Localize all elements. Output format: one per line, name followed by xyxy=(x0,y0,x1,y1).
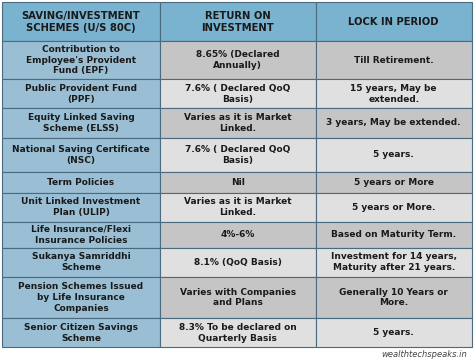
FancyBboxPatch shape xyxy=(160,2,316,42)
Text: 5 years.: 5 years. xyxy=(374,328,414,337)
Text: National Saving Certificate
(NSC): National Saving Certificate (NSC) xyxy=(12,145,150,165)
FancyBboxPatch shape xyxy=(2,108,160,138)
Text: Varies as it is Market
Linked.: Varies as it is Market Linked. xyxy=(184,113,292,133)
FancyBboxPatch shape xyxy=(316,138,472,172)
Text: 4%-6%: 4%-6% xyxy=(220,230,255,239)
Text: 7.6% ( Declared QoQ
Basis): 7.6% ( Declared QoQ Basis) xyxy=(185,145,291,165)
FancyBboxPatch shape xyxy=(160,222,316,248)
FancyBboxPatch shape xyxy=(316,79,472,108)
Text: wealthtechspeaks.in: wealthtechspeaks.in xyxy=(381,350,467,359)
FancyBboxPatch shape xyxy=(160,318,316,347)
FancyBboxPatch shape xyxy=(160,42,316,79)
FancyBboxPatch shape xyxy=(2,277,160,318)
Text: 5 years or More.: 5 years or More. xyxy=(352,203,436,212)
Text: Pension Schemes Issued
by Life Insurance
Companies: Pension Schemes Issued by Life Insurance… xyxy=(18,282,144,313)
Text: Varies with Companies
and Plans: Varies with Companies and Plans xyxy=(180,288,296,307)
FancyBboxPatch shape xyxy=(316,42,472,79)
FancyBboxPatch shape xyxy=(160,79,316,108)
Text: Senior Citizen Savings
Scheme: Senior Citizen Savings Scheme xyxy=(24,323,138,343)
Text: 5 years or More: 5 years or More xyxy=(354,178,434,187)
Text: Contribution to
Employee's Provident
Fund (EPF): Contribution to Employee's Provident Fun… xyxy=(26,45,136,75)
FancyBboxPatch shape xyxy=(160,192,316,222)
Text: 15 years, May be
extended.: 15 years, May be extended. xyxy=(350,84,437,104)
Text: SAVING/INVESTMENT
SCHEMES (U/S 80C): SAVING/INVESTMENT SCHEMES (U/S 80C) xyxy=(22,10,140,32)
FancyBboxPatch shape xyxy=(160,138,316,172)
Text: Varies as it is Market
Linked.: Varies as it is Market Linked. xyxy=(184,197,292,217)
Text: 3 years, May be extended.: 3 years, May be extended. xyxy=(327,118,461,127)
Text: 8.65% (Declared
Annually): 8.65% (Declared Annually) xyxy=(196,51,280,70)
Text: Public Provident Fund
(PPF): Public Provident Fund (PPF) xyxy=(25,84,137,104)
FancyBboxPatch shape xyxy=(160,277,316,318)
FancyBboxPatch shape xyxy=(316,222,472,248)
Text: Life Insurance/Flexi
Insurance Policies: Life Insurance/Flexi Insurance Policies xyxy=(31,225,131,244)
Text: RETURN ON
INVESTMENT: RETURN ON INVESTMENT xyxy=(201,10,274,32)
Text: Till Retirement.: Till Retirement. xyxy=(354,56,434,65)
FancyBboxPatch shape xyxy=(316,277,472,318)
FancyBboxPatch shape xyxy=(160,108,316,138)
FancyBboxPatch shape xyxy=(2,172,160,192)
FancyBboxPatch shape xyxy=(2,79,160,108)
Text: Nil: Nil xyxy=(231,178,245,187)
Text: Equity Linked Saving
Scheme (ELSS): Equity Linked Saving Scheme (ELSS) xyxy=(27,113,134,133)
FancyBboxPatch shape xyxy=(316,192,472,222)
Text: Based on Maturity Term.: Based on Maturity Term. xyxy=(331,230,456,239)
Text: Term Policies: Term Policies xyxy=(47,178,115,187)
Text: Sukanya Samriddhi
Scheme: Sukanya Samriddhi Scheme xyxy=(32,252,130,272)
Text: 5 years.: 5 years. xyxy=(374,150,414,159)
FancyBboxPatch shape xyxy=(316,2,472,42)
FancyBboxPatch shape xyxy=(316,108,472,138)
Text: Investment for 14 years,
Maturity after 21 years.: Investment for 14 years, Maturity after … xyxy=(331,252,457,272)
Text: 8.3% To be declared on
Quarterly Basis: 8.3% To be declared on Quarterly Basis xyxy=(179,323,297,343)
FancyBboxPatch shape xyxy=(2,222,160,248)
Text: 8.1% (QoQ Basis): 8.1% (QoQ Basis) xyxy=(194,258,282,267)
FancyBboxPatch shape xyxy=(2,318,160,347)
FancyBboxPatch shape xyxy=(2,2,160,42)
FancyBboxPatch shape xyxy=(160,172,316,192)
FancyBboxPatch shape xyxy=(316,318,472,347)
Text: Unit Linked Investment
Plan (ULIP): Unit Linked Investment Plan (ULIP) xyxy=(21,197,141,217)
FancyBboxPatch shape xyxy=(160,248,316,277)
FancyBboxPatch shape xyxy=(2,42,160,79)
FancyBboxPatch shape xyxy=(316,172,472,192)
FancyBboxPatch shape xyxy=(2,248,160,277)
Text: LOCK IN PERIOD: LOCK IN PERIOD xyxy=(348,17,439,27)
Text: 7.6% ( Declared QoQ
Basis): 7.6% ( Declared QoQ Basis) xyxy=(185,84,291,104)
FancyBboxPatch shape xyxy=(316,248,472,277)
FancyBboxPatch shape xyxy=(2,192,160,222)
FancyBboxPatch shape xyxy=(2,138,160,172)
Text: Generally 10 Years or
More.: Generally 10 Years or More. xyxy=(339,288,448,307)
